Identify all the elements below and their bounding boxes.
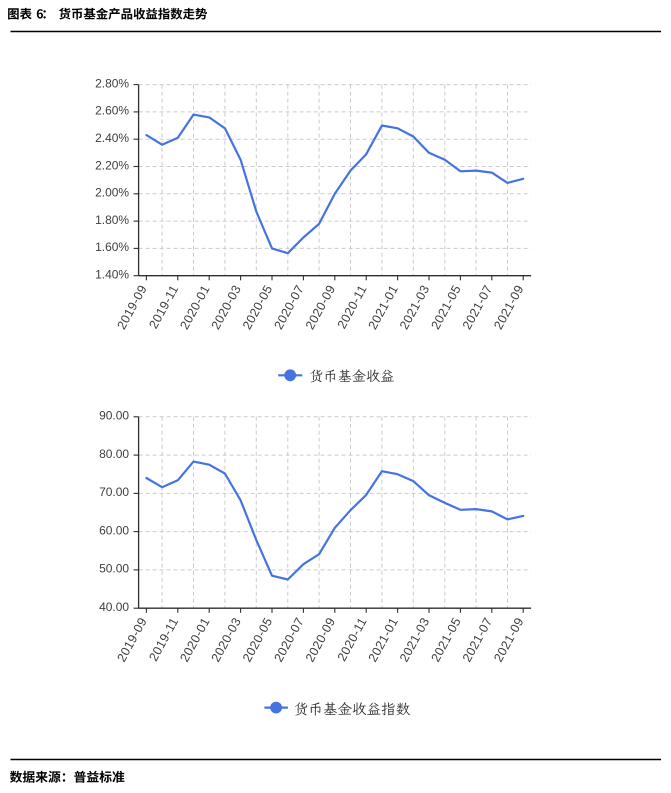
svg-text:80.00: 80.00 [99, 447, 129, 461]
svg-text:2.00%: 2.00% [95, 186, 129, 200]
svg-text:50.00: 50.00 [99, 562, 129, 576]
svg-text:2.20%: 2.20% [95, 158, 129, 172]
svg-text:40.00: 40.00 [99, 600, 129, 614]
svg-text:60.00: 60.00 [99, 523, 129, 537]
svg-text:2.80%: 2.80% [95, 76, 129, 90]
svg-text:70.00: 70.00 [99, 485, 129, 499]
svg-text:2.60%: 2.60% [95, 104, 129, 118]
svg-text:90.00: 90.00 [99, 409, 129, 423]
svg-text:1.60%: 1.60% [95, 240, 129, 254]
svg-text:2.40%: 2.40% [95, 131, 129, 145]
svg-text:1.80%: 1.80% [95, 213, 129, 227]
svg-text:1.40%: 1.40% [95, 268, 129, 282]
